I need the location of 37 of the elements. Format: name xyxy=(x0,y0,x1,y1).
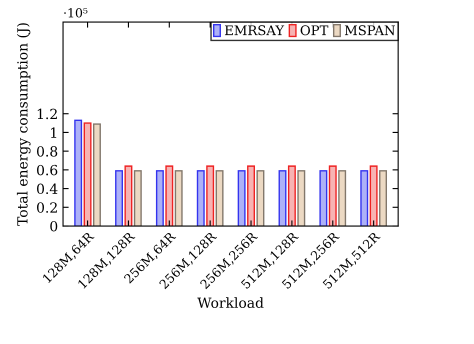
bar xyxy=(93,123,101,226)
bar xyxy=(134,170,142,226)
bar xyxy=(115,170,123,226)
bar xyxy=(156,170,164,226)
bar xyxy=(74,120,82,226)
bar xyxy=(379,170,388,226)
bar xyxy=(247,165,255,226)
bar xyxy=(278,170,286,226)
legend-label: MSPAN xyxy=(344,25,395,36)
bar xyxy=(256,170,264,226)
y-tick-label: 1.2 xyxy=(38,108,57,120)
bar xyxy=(360,170,368,226)
bar xyxy=(319,170,328,226)
x-axis-title: Workload xyxy=(197,297,264,308)
bar xyxy=(238,170,246,226)
bar xyxy=(84,122,92,226)
legend-label: EMRSAY xyxy=(224,25,284,36)
bar xyxy=(165,165,174,226)
bar xyxy=(370,165,378,226)
bar xyxy=(338,170,346,226)
y-tick-label: 1 xyxy=(51,127,56,138)
y-axis-title: Total energy consumption (J) xyxy=(16,23,31,226)
y-tick-label: 0.2 xyxy=(37,202,57,213)
bar xyxy=(174,170,183,226)
text: ·10⁵ xyxy=(64,8,88,18)
bar xyxy=(288,165,296,226)
bar xyxy=(196,170,205,226)
bar xyxy=(216,170,224,226)
y-tick-label: 0.4 xyxy=(37,184,58,194)
legend-label: OPT xyxy=(300,25,328,36)
bar xyxy=(328,165,337,226)
bar xyxy=(206,165,214,226)
y-tick-label: 0 xyxy=(50,220,58,232)
bar xyxy=(124,165,132,226)
y-tick-label: 0.8 xyxy=(37,146,58,157)
y-tick-label: 0.6 xyxy=(37,164,58,176)
bar xyxy=(297,170,306,226)
